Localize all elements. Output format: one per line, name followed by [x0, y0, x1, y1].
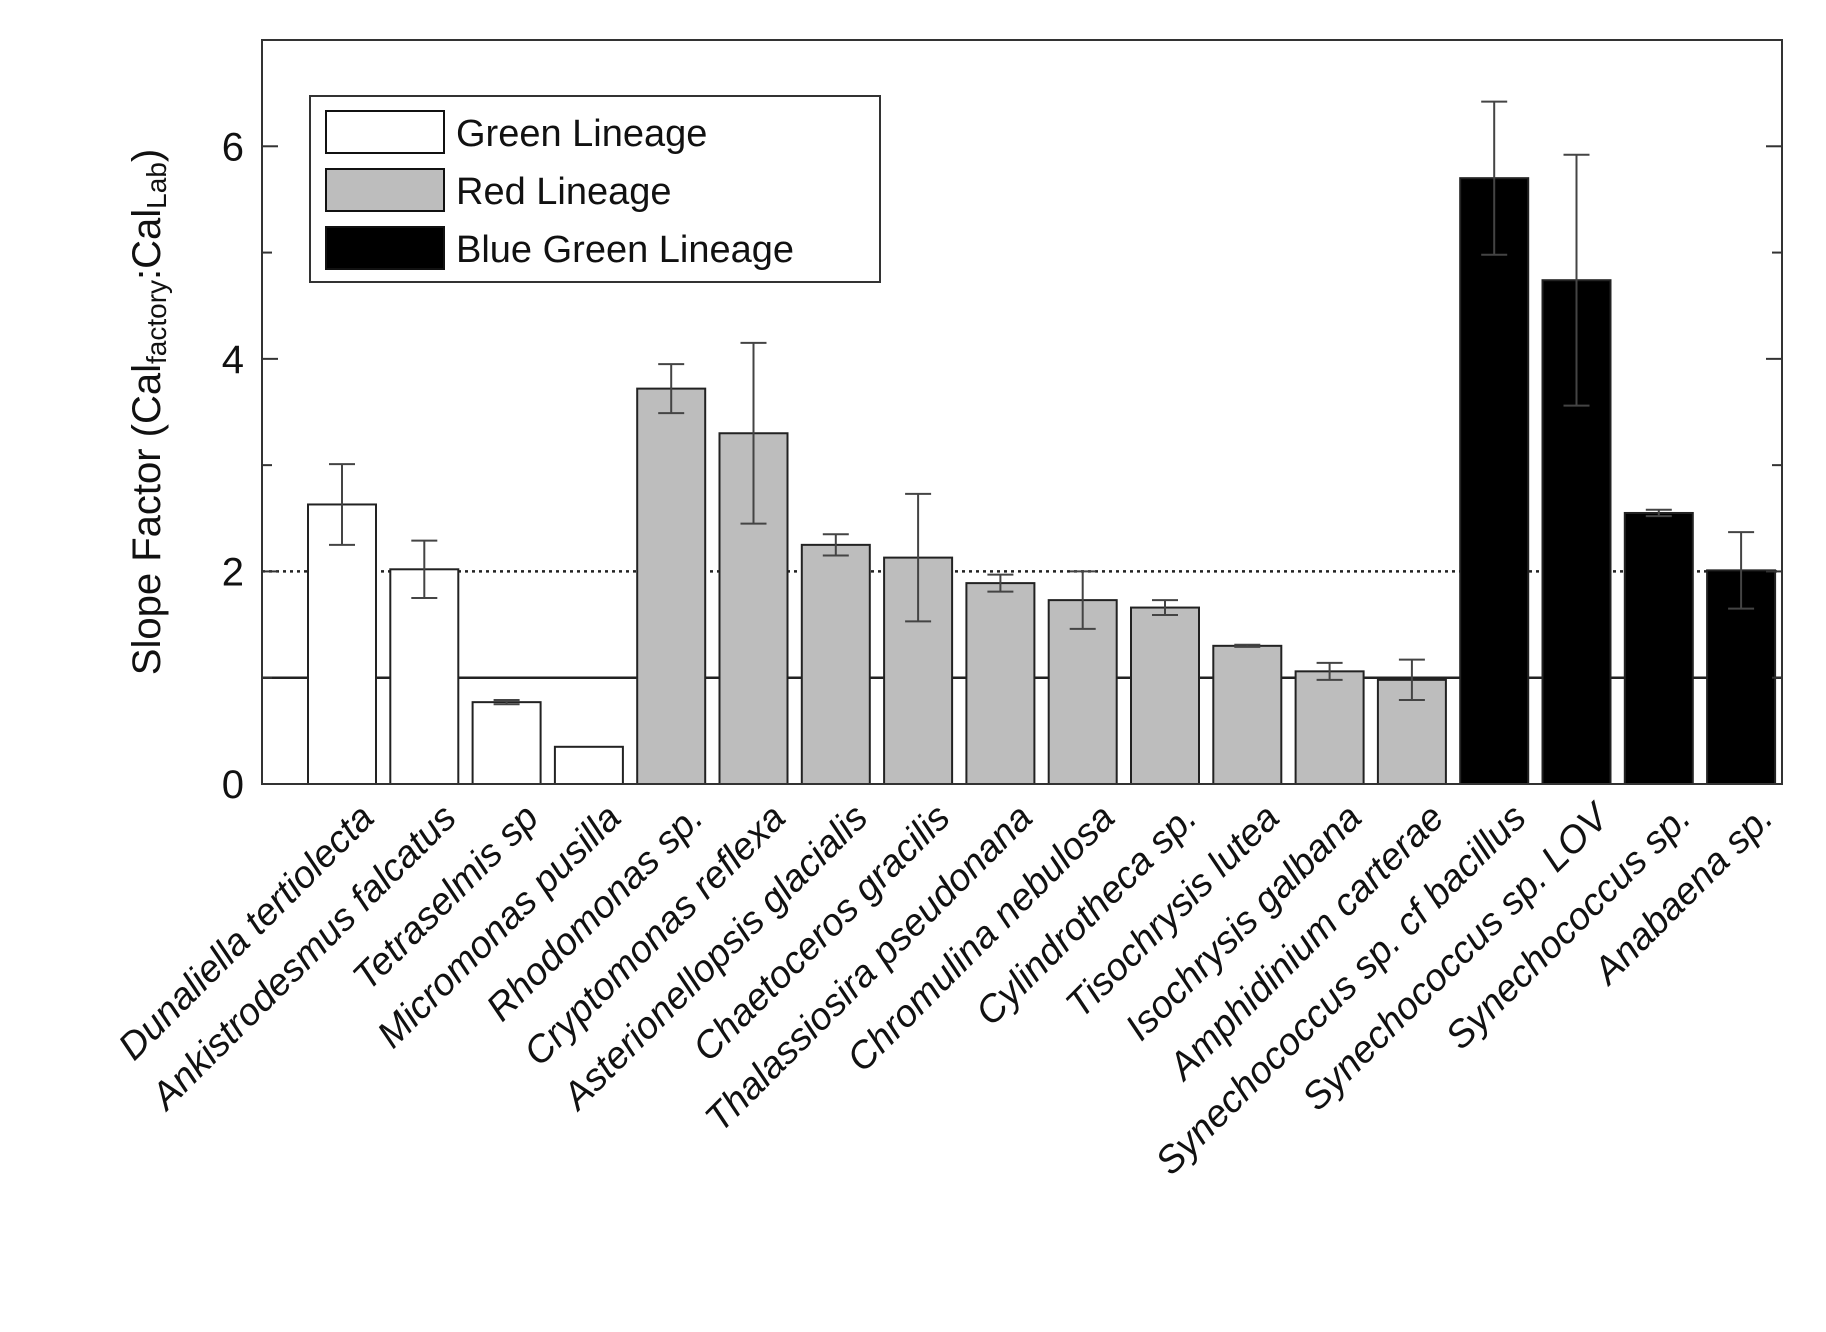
bar [1623, 511, 1694, 785]
error-bars [329, 100, 1755, 706]
plot-frame [261, 39, 1783, 785]
bar [636, 387, 707, 785]
bar [800, 543, 871, 785]
bar [389, 568, 460, 785]
legend: Green Lineage Red Lineage Blue Green Lin… [309, 95, 881, 283]
y-tick-label: 6 [222, 125, 244, 169]
bar [1130, 606, 1200, 786]
bar [1459, 177, 1530, 785]
legend-swatch-green [325, 110, 445, 154]
legend-label-red: Red Lineage [456, 171, 672, 213]
y-axis-label: Slope Factor (Calfactory:CalLab) [125, 149, 172, 675]
legend-label-blue-green: Blue Green Lineage [456, 229, 794, 271]
bar [965, 582, 1036, 785]
bar [553, 745, 624, 785]
y-tick-label: 2 [222, 550, 244, 594]
bar [1212, 644, 1283, 785]
legend-label-green: Green Lineage [456, 113, 707, 155]
y-tick-label: 0 [222, 763, 244, 807]
y-axis-ticks: 0 2 4 6 [222, 125, 1782, 807]
bar [307, 503, 377, 785]
legend-swatch-red [325, 168, 445, 212]
bar [1541, 279, 1612, 785]
bars [307, 177, 1777, 786]
legend-swatch-blue-green [325, 226, 445, 270]
bar [1047, 599, 1118, 786]
y-tick-label: 4 [222, 338, 244, 382]
bar [471, 701, 542, 785]
bar [1294, 670, 1365, 786]
